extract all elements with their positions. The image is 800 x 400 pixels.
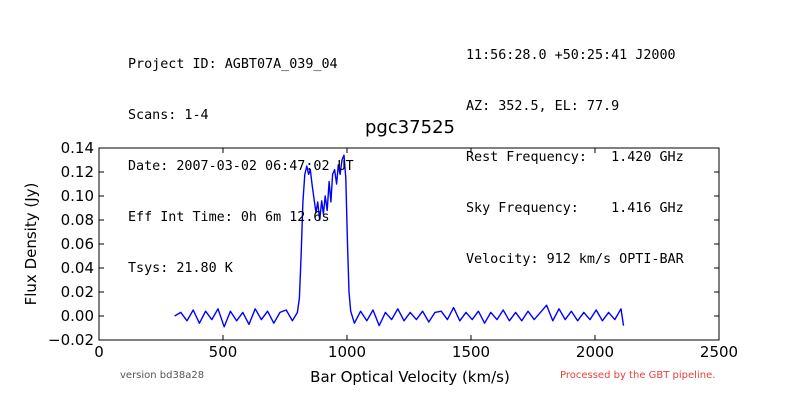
y-tick-label: 0.02 — [61, 283, 94, 301]
version-label: version bd38a28 — [120, 370, 205, 381]
y-axis-label: Flux Density (Jy) — [22, 183, 40, 306]
rest-frequency-line: Rest Frequency: 1.420 GHz — [466, 150, 684, 165]
tsys-line: Tsys: 21.80 K — [128, 261, 233, 276]
observation-info-left: Project ID: AGBT07A_039_04 Scans: 1-4 Da… — [128, 22, 354, 294]
date-line: Date: 2007-03-02 06:47:02 UT — [128, 159, 354, 174]
x-tick-label: 2000 — [576, 343, 614, 361]
y-tick-label: 0.14 — [61, 139, 94, 157]
x-axis-label: Bar Optical Velocity (km/s) — [310, 368, 510, 386]
int-time-line: Eff Int Time: 0h 6m 12.6s — [128, 210, 330, 225]
y-tick-label: 0.04 — [61, 259, 94, 277]
x-tick-label: 0 — [94, 343, 104, 361]
sky-frequency-line: Sky Frequency: 1.416 GHz — [466, 201, 684, 216]
y-tick-label: 0.06 — [61, 235, 94, 253]
chart-title: pgc37525 — [365, 117, 455, 138]
x-tick-label: 1000 — [328, 343, 366, 361]
y-tick-label: 0.10 — [61, 187, 94, 205]
project-id-line: Project ID: AGBT07A_039_04 — [128, 57, 338, 72]
x-tick-label: 500 — [209, 343, 238, 361]
velocity-line: Velocity: 912 km/s OPTI-BAR — [466, 252, 684, 267]
coordinates-line: 11:56:28.0 +50:25:41 J2000 — [466, 48, 676, 63]
x-tick-label: 1500 — [452, 343, 490, 361]
scans-line: Scans: 1-4 — [128, 108, 209, 123]
pipeline-credit: Processed by the GBT pipeline. — [560, 370, 716, 381]
y-tick-label: −0.02 — [48, 331, 94, 349]
y-tick-label: 0.08 — [61, 211, 94, 229]
y-tick-label: 0.12 — [61, 163, 94, 181]
axis-ticks: 0 500 1000 1500 2000 2500 −0.02 0.00 0.02 0.04 0.0… — [48, 139, 738, 361]
x-tick-label: 2500 — [700, 343, 738, 361]
observation-info-right: 11:56:28.0 +50:25:41 J2000 AZ: 352.5, EL… — [466, 13, 684, 285]
az-el-line: AZ: 352.5, EL: 77.9 — [466, 99, 620, 114]
y-tick-label: 0.00 — [61, 307, 94, 325]
spectrum-line — [174, 154, 625, 328]
